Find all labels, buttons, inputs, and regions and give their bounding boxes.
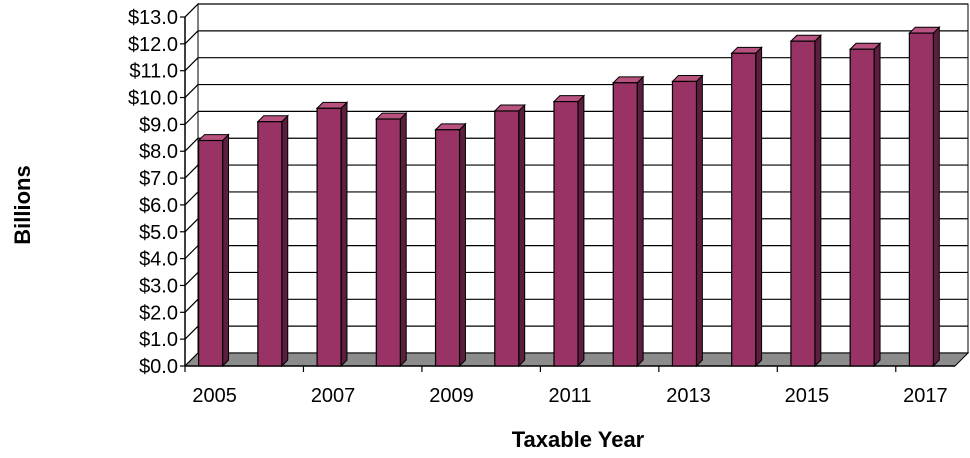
bar-2017 bbox=[908, 25, 941, 368]
gridline-side bbox=[184, 218, 199, 233]
y-tick-label: $6.0 bbox=[139, 195, 178, 217]
y-tick-label: $10.0 bbox=[128, 88, 178, 110]
y-tick-label: $5.0 bbox=[139, 222, 178, 244]
bar-2012 bbox=[612, 75, 645, 368]
gridline-side bbox=[184, 245, 199, 260]
bar-2010 bbox=[493, 103, 526, 368]
bar-top bbox=[315, 101, 349, 109]
gridline-side bbox=[184, 325, 199, 340]
bar-side bbox=[222, 133, 230, 368]
y-tick-label: $12.0 bbox=[128, 34, 178, 56]
bar-front bbox=[849, 48, 875, 367]
bar-2009 bbox=[434, 122, 467, 368]
x-tick-label: 2013 bbox=[666, 385, 711, 407]
bar-top bbox=[434, 123, 467, 131]
y-tick-label: $7.0 bbox=[139, 168, 178, 190]
x-tick-label: 2015 bbox=[785, 385, 830, 407]
x-axis-title: Taxable Year bbox=[512, 427, 645, 452]
bar-side bbox=[636, 75, 644, 368]
bar-side bbox=[459, 122, 466, 368]
y-axis-tick-labels: $0.0 $1.0 $2.0 $3.0 $4.0 $5.0 $6.0 $7.0 $8.0 $9.0… bbox=[128, 7, 185, 378]
bar-front bbox=[553, 100, 579, 367]
bar-front bbox=[434, 129, 461, 367]
y-tick-label: $11.0 bbox=[129, 61, 178, 83]
bar-side bbox=[340, 101, 348, 368]
bar-top bbox=[671, 75, 704, 82]
bar-side bbox=[932, 25, 940, 368]
bar-top bbox=[908, 26, 941, 34]
bar-2006 bbox=[256, 114, 289, 368]
bar-2015 bbox=[789, 34, 823, 368]
bar-top bbox=[789, 34, 823, 42]
bar-top bbox=[848, 42, 882, 50]
y-axis-title: Billions bbox=[10, 165, 35, 244]
gridline-side bbox=[184, 57, 199, 72]
bar-side bbox=[281, 114, 289, 368]
bar-2007 bbox=[315, 101, 349, 368]
y-tick-label: $2.0 bbox=[139, 302, 178, 324]
bars bbox=[197, 25, 941, 368]
bar-top bbox=[375, 112, 408, 120]
x-axis-tick-labels: 2005 2007 2009 2011 2013 2015 2017 bbox=[184, 366, 948, 407]
bar-front bbox=[731, 52, 757, 367]
y-tick-label: $1.0 bbox=[139, 329, 178, 351]
gridline-side bbox=[184, 30, 199, 45]
bar-side bbox=[814, 34, 822, 368]
gridline-side bbox=[184, 110, 199, 125]
bar-top bbox=[552, 95, 586, 103]
y-tick-label: $13.0 bbox=[128, 7, 178, 29]
bar-front bbox=[908, 32, 934, 367]
bar-side bbox=[695, 74, 703, 368]
bar-2005 bbox=[197, 133, 230, 368]
gridline-side bbox=[184, 137, 199, 152]
x-tick-label: 2017 bbox=[903, 385, 948, 407]
bar-front bbox=[375, 118, 401, 367]
gridline-side bbox=[184, 272, 199, 286]
bar-front bbox=[494, 110, 520, 367]
x-tick-label: 2005 bbox=[192, 385, 237, 407]
bar-top bbox=[493, 104, 526, 112]
y-tick-label: $9.0 bbox=[139, 114, 178, 136]
bar-side bbox=[577, 94, 585, 368]
bar-front bbox=[257, 121, 283, 367]
bar-side bbox=[755, 46, 763, 368]
y-tick-label: $8.0 bbox=[139, 141, 178, 163]
x-tick-label: 2011 bbox=[548, 385, 591, 407]
bar-top bbox=[730, 46, 763, 54]
x-tick-label: 2007 bbox=[311, 385, 356, 407]
bar-2014 bbox=[730, 46, 763, 368]
bar-front bbox=[671, 80, 698, 367]
bar-front bbox=[198, 139, 224, 367]
gridline-side bbox=[184, 164, 199, 179]
bar-top bbox=[197, 134, 230, 141]
y-tick-label: $4.0 bbox=[139, 249, 178, 271]
gridline-side bbox=[184, 191, 199, 206]
side-wall bbox=[184, 2, 199, 368]
bar-top bbox=[612, 76, 645, 84]
x-tick-label: 2009 bbox=[429, 385, 474, 407]
bar-2013 bbox=[671, 74, 704, 368]
y-tick-label: $0.0 bbox=[139, 356, 178, 378]
gridline-side bbox=[184, 3, 199, 18]
y-tick-label: $3.0 bbox=[139, 275, 178, 297]
bar-side bbox=[873, 42, 881, 368]
bar-top bbox=[256, 115, 289, 123]
gridline-side bbox=[184, 84, 199, 98]
bar-side bbox=[399, 111, 407, 368]
bar-2008 bbox=[375, 111, 408, 368]
bar-front bbox=[612, 82, 638, 367]
bar-2016 bbox=[848, 42, 882, 368]
bar-side bbox=[518, 103, 526, 368]
bar-front bbox=[790, 40, 816, 367]
gridline-side bbox=[184, 298, 199, 313]
bar-2011 bbox=[552, 94, 586, 368]
bar-front bbox=[316, 107, 342, 367]
